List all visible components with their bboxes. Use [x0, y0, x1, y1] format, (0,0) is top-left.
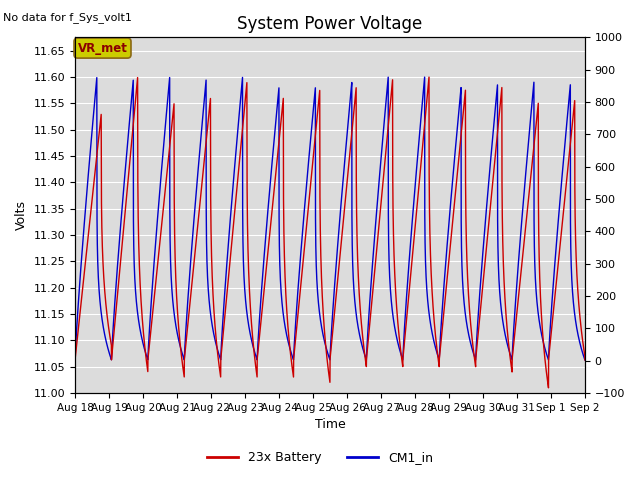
Line: CM1_in: CM1_in — [75, 77, 585, 360]
CM1_in — [205, 291, 212, 297]
CM1_in — [274, 98, 282, 104]
CM1_in — [318, 326, 326, 332]
CM1_in — [420, 74, 428, 80]
Y-axis label: Volts: Volts — [15, 200, 28, 230]
23x Battery — [98, 221, 106, 227]
23x Battery — [71, 357, 79, 363]
CM1_in — [581, 357, 589, 363]
23x Battery — [545, 385, 552, 391]
23x Battery — [205, 115, 212, 120]
CM1_in — [98, 314, 106, 320]
CM1_in — [264, 213, 271, 218]
23x Battery — [318, 285, 326, 291]
23x Battery — [581, 357, 589, 363]
23x Battery — [274, 152, 282, 157]
Text: No data for f_Sys_volt1: No data for f_Sys_volt1 — [3, 12, 132, 23]
CM1_in — [71, 357, 79, 363]
Title: System Power Voltage: System Power Voltage — [237, 15, 422, 33]
CM1_in — [416, 126, 424, 132]
Line: 23x Battery: 23x Battery — [75, 77, 585, 388]
Text: VR_met: VR_met — [77, 42, 127, 55]
23x Battery — [264, 253, 271, 259]
X-axis label: Time: Time — [315, 419, 346, 432]
Legend: 23x Battery, CM1_in: 23x Battery, CM1_in — [202, 446, 438, 469]
23x Battery — [416, 172, 424, 178]
23x Battery — [425, 74, 433, 80]
